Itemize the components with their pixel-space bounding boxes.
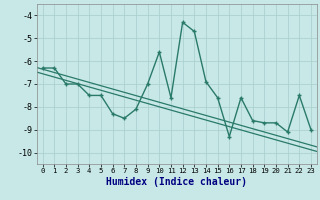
X-axis label: Humidex (Indice chaleur): Humidex (Indice chaleur) (106, 177, 247, 187)
